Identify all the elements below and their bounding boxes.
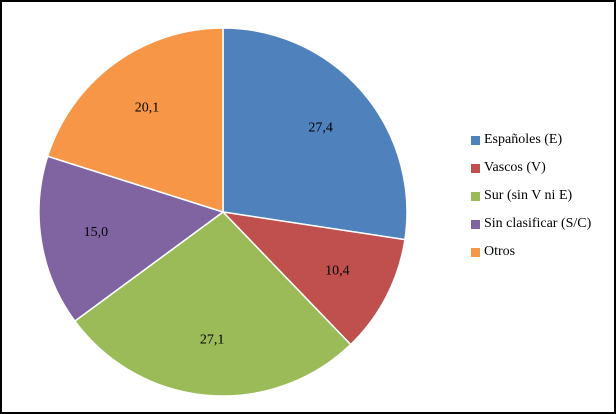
- data-label-espanoles: 27,4: [308, 120, 333, 135]
- legend-label-espanoles: Españoles (E): [484, 132, 563, 147]
- pie-slices: [38, 27, 408, 397]
- pie-slice-otros: [46, 27, 224, 214]
- legend-swatch-otros: [471, 247, 480, 257]
- pie-slice-vascos: [220, 210, 406, 346]
- legend-item-sur: Sur (sin V ni E): [471, 187, 611, 205]
- legend-item-vascos: Vascos (V): [471, 159, 611, 177]
- legend-label-otros: Otros: [484, 244, 516, 259]
- data-label-sur: 27,1: [200, 333, 225, 348]
- legend-swatch-vascos: [471, 163, 480, 173]
- legend-item-otros: Otros: [471, 243, 611, 261]
- legend-label-vascos: Vascos (V): [484, 160, 546, 175]
- legend-swatch-espanoles: [471, 135, 480, 145]
- pie-data-labels: 27,4 10,4 27,1 15,0 20,1: [84, 100, 350, 347]
- chart-legend: Españoles (E) Vascos (V) Sur (sin V ni E…: [471, 131, 611, 271]
- legend-label-sur: Sur (sin V ni E): [484, 188, 573, 203]
- legend-label-sin-clasificar: Sin clasificar (S/C): [484, 216, 592, 231]
- pie-slice-sur: [73, 211, 352, 397]
- legend-item-espanoles: Españoles (E): [471, 131, 611, 149]
- legend-item-sin-clasificar: Sin clasificar (S/C): [471, 215, 611, 233]
- legend-swatch-sur: [471, 191, 480, 201]
- data-label-otros: 20,1: [135, 100, 160, 115]
- data-label-sin-clasificar: 15,0: [84, 225, 109, 240]
- data-label-vascos: 10,4: [325, 263, 350, 278]
- legend-swatch-sin-clasificar: [471, 219, 480, 229]
- pie-slice-espanoles: [222, 27, 408, 241]
